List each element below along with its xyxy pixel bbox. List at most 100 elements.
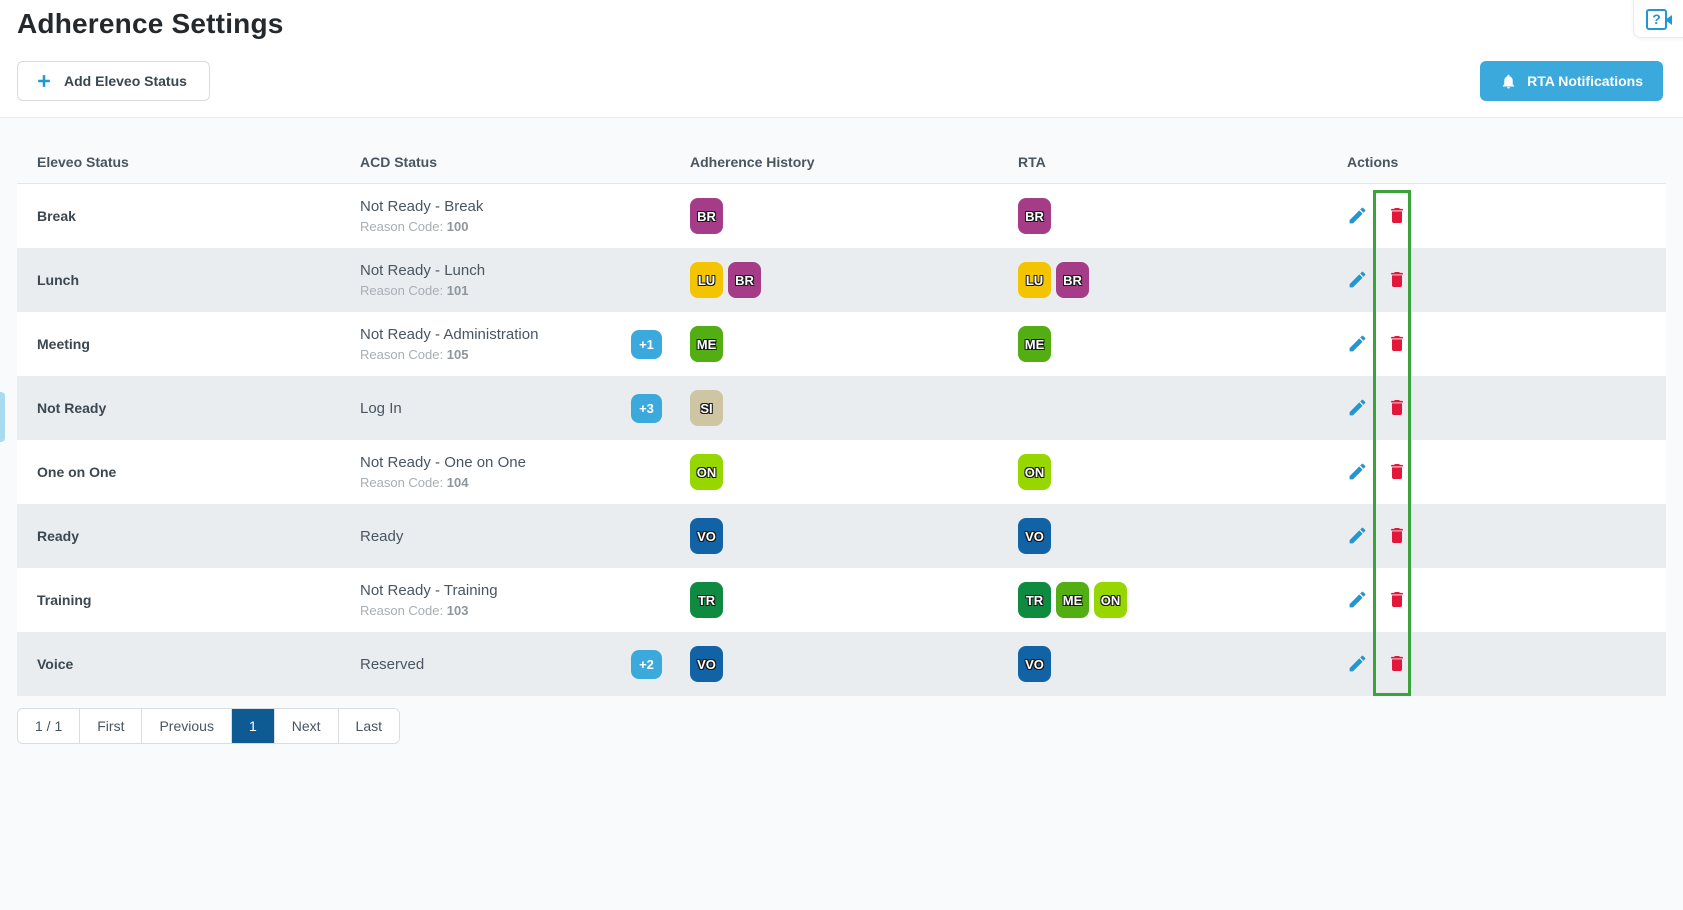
acd-status-cell: Not Ready - Lunch Reason Code: 101 — [340, 262, 670, 298]
rta-cell: VO — [998, 646, 1327, 682]
help-icon: ? — [1646, 9, 1672, 30]
more-statuses-badge[interactable]: +2 — [631, 649, 662, 679]
page-title: Adherence Settings — [17, 8, 284, 39]
acd-reason-code: Reason Code: 103 — [360, 603, 469, 618]
edit-button[interactable] — [1347, 397, 1369, 419]
pagination-summary: 1 / 1 — [18, 709, 81, 743]
add-eleveo-status-button[interactable]: Add Eleveo Status — [17, 61, 210, 101]
table-header-row: Eleveo Status ACD Status Adherence Histo… — [17, 140, 1666, 183]
status-badge-lu: LU — [690, 262, 723, 298]
delete-button[interactable] — [1387, 461, 1409, 483]
status-badge-vo: VO — [1018, 646, 1051, 682]
status-badge-vo: VO — [690, 646, 723, 682]
eleveo-status-cell: Voice — [37, 656, 74, 672]
acd-reason-code: Reason Code: 105 — [360, 347, 469, 362]
status-badge-br: BR — [690, 198, 723, 234]
acd-status-name: Not Ready - Break — [360, 198, 484, 215]
acd-status-name: Not Ready - One on One — [360, 454, 526, 471]
edit-button[interactable] — [1347, 269, 1369, 291]
table-row-training: Training Not Ready - Training Reason Code:… — [17, 568, 1666, 632]
acd-status-name: Reserved — [360, 655, 425, 673]
status-badge-br: BR — [1056, 262, 1089, 298]
actions-cell — [1327, 333, 1666, 355]
eleveo-status-cell: Lunch — [37, 272, 79, 288]
help-tab[interactable]: ? — [1633, 0, 1683, 38]
pagination-first-button[interactable]: First — [80, 709, 143, 743]
adherence-history-cell: BR — [670, 198, 998, 234]
bell-icon — [1500, 73, 1517, 90]
edit-button[interactable] — [1347, 525, 1369, 547]
delete-button[interactable] — [1387, 333, 1409, 355]
header-rta: RTA — [1018, 153, 1046, 170]
rta-notifications-button[interactable]: RTA Notifications — [1480, 61, 1663, 101]
pagination-next-button[interactable]: Next — [274, 709, 339, 743]
actions-cell — [1327, 461, 1666, 483]
rta-notifications-label: RTA Notifications — [1527, 73, 1643, 89]
left-edge-panel-handle[interactable] — [0, 392, 5, 442]
edit-button[interactable] — [1347, 205, 1369, 227]
pagination: 1 / 1 First Previous 1 Next Last — [17, 708, 400, 744]
delete-button[interactable] — [1387, 525, 1409, 547]
rta-cell: LU BR — [998, 262, 1327, 298]
plus-icon — [34, 71, 54, 91]
status-badge-si: SI — [690, 390, 723, 426]
table-row-voice: Voice Reserved +2 VO VO — [17, 632, 1666, 696]
table-row-meeting: Meeting Not Ready - Administration Reason … — [17, 312, 1666, 376]
edit-button[interactable] — [1347, 589, 1369, 611]
rta-cell: ON — [998, 454, 1327, 490]
adherence-table: Eleveo Status ACD Status Adherence Histo… — [17, 140, 1666, 696]
acd-status-cell: Reserved +2 — [340, 649, 670, 679]
header-eleveo-status: Eleveo Status — [37, 153, 129, 170]
delete-button[interactable] — [1387, 269, 1409, 291]
more-statuses-badge[interactable]: +3 — [631, 393, 662, 423]
adherence-history-cell: SI — [670, 390, 998, 426]
status-badge-br: BR — [1018, 198, 1051, 234]
acd-status-cell: Not Ready - Training Reason Code: 103 — [340, 582, 670, 618]
add-eleveo-status-label: Add Eleveo Status — [64, 73, 187, 89]
rta-cell: VO — [998, 518, 1327, 554]
status-badge-on: ON — [690, 454, 723, 490]
eleveo-status-cell: Meeting — [37, 336, 90, 352]
actions-cell — [1327, 205, 1666, 227]
delete-button[interactable] — [1387, 589, 1409, 611]
edit-button[interactable] — [1347, 653, 1369, 675]
status-badge-lu: LU — [1018, 262, 1051, 298]
status-badge-on: ON — [1094, 582, 1127, 618]
actions-cell — [1327, 525, 1666, 547]
actions-cell — [1327, 653, 1666, 675]
edit-button[interactable] — [1347, 461, 1369, 483]
eleveo-status-cell: Training — [37, 592, 92, 608]
acd-status-cell: Not Ready - Break Reason Code: 100 — [340, 198, 670, 234]
delete-button[interactable] — [1387, 653, 1409, 675]
status-badge-tr: TR — [1018, 582, 1051, 618]
delete-button[interactable] — [1387, 205, 1409, 227]
status-badge-me: ME — [1018, 326, 1051, 362]
header-acd-status: ACD Status — [360, 153, 438, 170]
acd-reason-code: Reason Code: 104 — [360, 475, 469, 490]
pagination-page-1-button[interactable]: 1 — [231, 709, 275, 743]
header-adherence-history: Adherence History — [690, 153, 815, 170]
acd-status-name: Not Ready - Training — [360, 582, 498, 599]
status-badge-me: ME — [690, 326, 723, 362]
header-actions: Actions — [1347, 153, 1399, 170]
eleveo-status-cell: Break — [37, 208, 76, 224]
status-badge-vo: VO — [690, 518, 723, 554]
pagination-last-button[interactable]: Last — [338, 709, 399, 743]
edit-button[interactable] — [1347, 333, 1369, 355]
acd-status-name: Not Ready - Lunch — [360, 262, 486, 279]
rta-cell: ME — [998, 326, 1327, 362]
status-badge-vo: VO — [1018, 518, 1051, 554]
rta-cell: TR ME ON — [998, 582, 1327, 618]
delete-button[interactable] — [1387, 397, 1409, 419]
table-row-not-ready: Not Ready Log In +3 SI — [17, 376, 1666, 440]
acd-status-cell: Not Ready - Administration Reason Code: 1… — [340, 326, 670, 362]
more-statuses-badge[interactable]: +1 — [631, 329, 662, 359]
status-badge-tr: TR — [690, 582, 723, 618]
pagination-previous-button[interactable]: Previous — [142, 709, 232, 743]
status-badge-br: BR — [728, 262, 761, 298]
adherence-history-cell: VO — [670, 518, 998, 554]
status-badge-on: ON — [1018, 454, 1051, 490]
adherence-history-cell: ON — [670, 454, 998, 490]
table-row-lunch: Lunch Not Ready - Lunch Reason Code: 101 LU… — [17, 248, 1666, 312]
acd-reason-code: Reason Code: 100 — [360, 219, 469, 234]
